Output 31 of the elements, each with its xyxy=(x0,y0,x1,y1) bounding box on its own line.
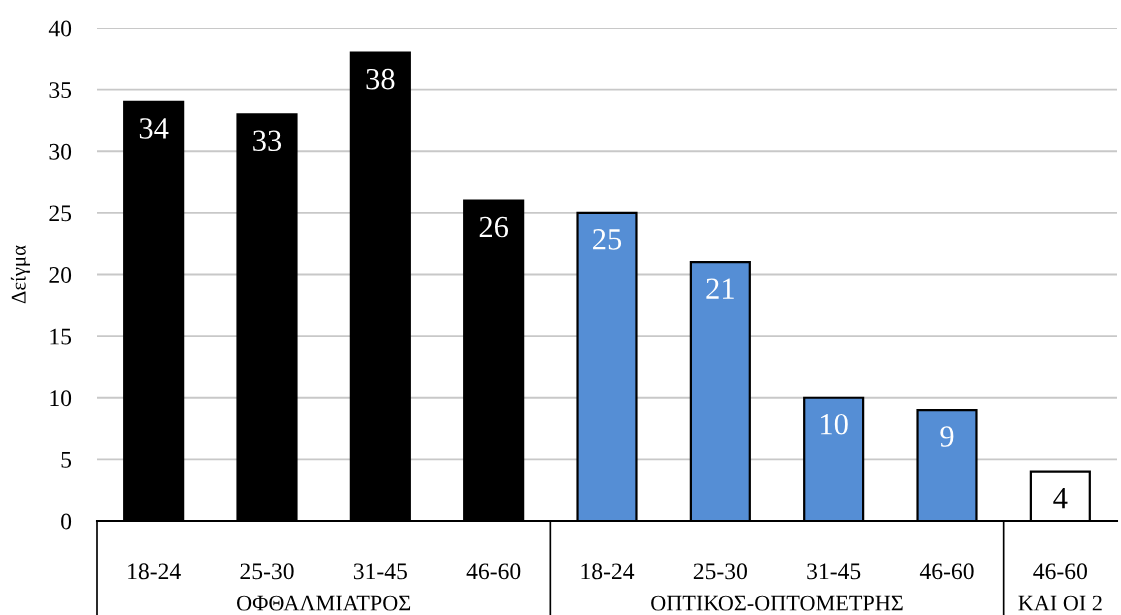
data-label: 34 xyxy=(139,118,169,139)
y-tick-label: 40 xyxy=(48,20,72,37)
x-tick-label: 18-24 xyxy=(581,563,635,580)
data-label: 38 xyxy=(366,68,395,90)
x-tick-label: 46-60 xyxy=(1033,563,1087,580)
data-label: 25 xyxy=(593,229,622,250)
text: ΟΦΘΑΛΜΙΑΤΡΟΣ xyxy=(237,595,411,611)
data-label: 9 xyxy=(940,426,954,447)
y-tick-label: 10 xyxy=(50,390,72,407)
x-tick-label: 46-60 xyxy=(466,563,521,580)
y-tick-label: 35 xyxy=(49,82,72,99)
x-tick-label: 18-24 xyxy=(128,563,181,580)
x-tick-label: 31-45 xyxy=(807,563,861,580)
x-tick-label: 31-45 xyxy=(353,563,407,580)
x-tick-label: 25-30 xyxy=(240,563,294,580)
y-tick-label: 20 xyxy=(49,266,72,283)
text: ΚΑΙ ΟΙ 2 xyxy=(1018,595,1102,611)
x-tick-label: 25-30 xyxy=(693,563,747,580)
data-label: 26 xyxy=(479,216,509,238)
y-tick-label: 5 xyxy=(61,452,72,468)
data-label: 4 xyxy=(1053,488,1068,509)
y-tick-label: 30 xyxy=(49,143,72,160)
y-axis-title: Δείγμα xyxy=(10,245,30,304)
data-label: 21 xyxy=(706,278,734,299)
data-label: 10 xyxy=(821,413,848,435)
x-tick-label: 46-60 xyxy=(919,563,974,580)
data-label: 33 xyxy=(253,130,282,152)
text: ΟΠΤΙΚΟΣ-ΟΠΤΟΜΕΤΡΗΣ xyxy=(651,595,903,611)
y-tick-label: 25 xyxy=(49,205,72,222)
y-tick-label: 15 xyxy=(50,328,72,345)
y-tick-label: 0 xyxy=(61,513,72,530)
